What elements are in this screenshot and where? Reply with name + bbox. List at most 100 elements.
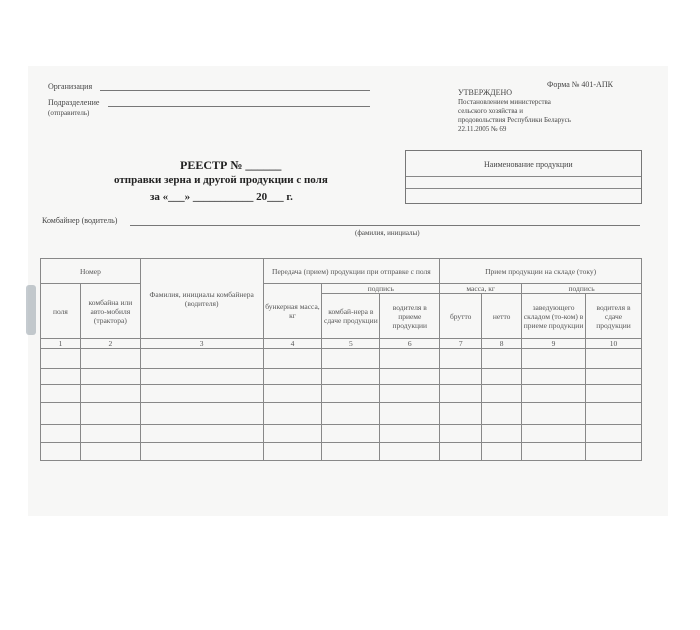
table-cell[interactable]: [79, 368, 141, 385]
table-cell[interactable]: [379, 402, 441, 425]
table-cell[interactable]: [321, 348, 381, 369]
table-cell[interactable]: [439, 348, 483, 369]
register-date: за «___» ___________ 20___ г.: [150, 191, 293, 203]
col-number: 8: [481, 338, 523, 349]
col-number: 2: [79, 338, 141, 349]
org-field[interactable]: [100, 90, 370, 91]
table-cell[interactable]: [40, 384, 81, 403]
table-cell[interactable]: [40, 402, 81, 425]
register-title: РЕЕСТР № ______: [180, 158, 282, 172]
table-cell[interactable]: [481, 384, 523, 403]
table-cell[interactable]: [439, 384, 483, 403]
table-row: [40, 348, 642, 369]
table-cell[interactable]: [262, 424, 323, 443]
sender-label: (отправитель): [48, 109, 90, 117]
table-cell[interactable]: [439, 402, 483, 425]
table-cell[interactable]: [379, 442, 441, 461]
table-cell[interactable]: [321, 384, 381, 403]
table-cell[interactable]: [79, 424, 141, 443]
table-cell[interactable]: [521, 442, 586, 461]
receive-header: Прием продукции на складе (току): [439, 258, 642, 284]
table-cell[interactable]: [585, 368, 642, 385]
table-cell[interactable]: [379, 348, 441, 369]
table-cell[interactable]: [585, 424, 642, 443]
table-cell[interactable]: [79, 348, 141, 369]
table-cell[interactable]: [379, 424, 441, 443]
table-cell[interactable]: [139, 348, 264, 369]
table-cell[interactable]: [139, 424, 264, 443]
table-cell[interactable]: [481, 442, 523, 461]
table-cell[interactable]: [481, 424, 523, 443]
form-number: Форма № 401-АПК: [547, 80, 613, 89]
division-field[interactable]: [108, 106, 370, 107]
table-cell[interactable]: [521, 348, 586, 369]
table-cell[interactable]: [79, 402, 141, 425]
product-name-label: Наименование продукции: [484, 160, 573, 169]
table-cell[interactable]: [585, 442, 642, 461]
table-cell[interactable]: [79, 384, 141, 403]
product-name-field[interactable]: [406, 176, 641, 177]
col-number: 5: [321, 338, 381, 349]
bunker-col: бункерная масса, кг: [262, 283, 323, 339]
table-cell[interactable]: [139, 368, 264, 385]
column-numbers-row: 1 2 3 4 5 6 7 8 9 10: [40, 338, 642, 349]
table-cell[interactable]: [481, 368, 523, 385]
table-row: [40, 442, 642, 461]
table-cell[interactable]: [139, 442, 264, 461]
table-cell[interactable]: [585, 348, 642, 369]
combiner-sign-col: комбай-нера в сдаче продукции: [321, 293, 381, 339]
col-number: 6: [379, 338, 441, 349]
approved-line: продовольствия Республики Беларусь: [458, 116, 571, 124]
table-cell[interactable]: [321, 424, 381, 443]
sign2-header: подпись: [521, 283, 642, 294]
table-cell[interactable]: [439, 368, 483, 385]
table-cell[interactable]: [439, 424, 483, 443]
transfer-header: Передача (прием) продукции при отправке …: [262, 258, 441, 284]
table-cell[interactable]: [262, 384, 323, 403]
table-cell[interactable]: [79, 442, 141, 461]
table-cell[interactable]: [321, 402, 381, 425]
table-cell[interactable]: [139, 384, 264, 403]
table-cell[interactable]: [481, 348, 523, 369]
table-cell[interactable]: [40, 424, 81, 443]
table-cell[interactable]: [262, 442, 323, 461]
table-cell[interactable]: [139, 402, 264, 425]
table-cell[interactable]: [321, 442, 381, 461]
table-cell[interactable]: [379, 368, 441, 385]
net-col: нетто: [481, 293, 523, 339]
table-cell[interactable]: [439, 442, 483, 461]
approved-line: Постановлением министерства: [458, 98, 551, 106]
table-cell[interactable]: [262, 368, 323, 385]
col-number: 10: [585, 338, 642, 349]
table-cell[interactable]: [379, 384, 441, 403]
col-number: 1: [40, 338, 81, 349]
driver-hint: (фамилия, инициалы): [355, 229, 420, 237]
driver-accept-col: водителя в приеме продукции: [379, 293, 441, 339]
table-cell[interactable]: [40, 442, 81, 461]
number-header: Номер: [40, 258, 141, 284]
product-name-box: Наименование продукции: [405, 150, 642, 204]
table-cell[interactable]: [40, 368, 81, 385]
manager-col: заведующего складом (то-ком) в приеме пр…: [521, 293, 586, 339]
table-cell[interactable]: [262, 402, 323, 425]
table-cell[interactable]: [585, 384, 642, 403]
table-cell[interactable]: [40, 348, 81, 369]
gross-col: брутто: [439, 293, 483, 339]
table-cell[interactable]: [585, 402, 642, 425]
table-cell[interactable]: [521, 424, 586, 443]
col-number: 4: [262, 338, 323, 349]
col-number: 9: [521, 338, 586, 349]
driver-label: Комбайнер (водитель): [42, 216, 118, 225]
col-number: 3: [139, 338, 264, 349]
approved-line: сельского хозяйства и: [458, 107, 524, 115]
table-cell[interactable]: [521, 384, 586, 403]
driver-field[interactable]: [130, 225, 640, 226]
table-cell[interactable]: [262, 348, 323, 369]
table-cell[interactable]: [321, 368, 381, 385]
table-row: [40, 368, 642, 385]
register-subtitle: отправки зерна и другой продукции с поля: [114, 174, 328, 186]
table-cell[interactable]: [521, 368, 586, 385]
table-row: [40, 384, 642, 403]
table-cell[interactable]: [521, 402, 586, 425]
table-cell[interactable]: [481, 402, 523, 425]
